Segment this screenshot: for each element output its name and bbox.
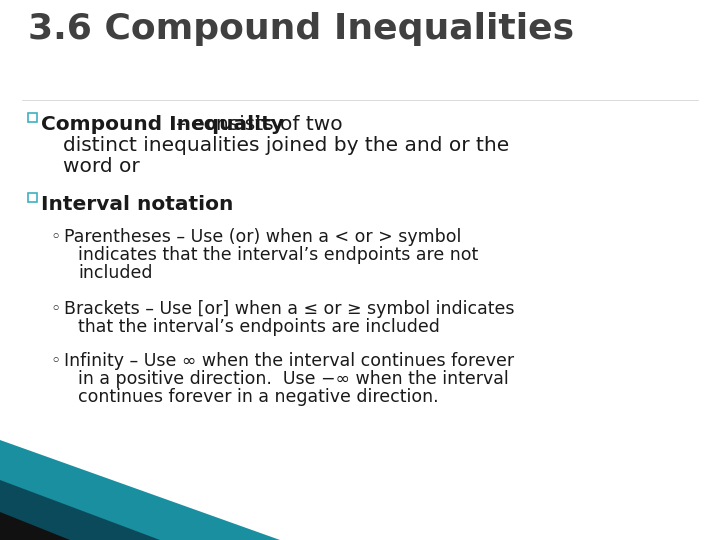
Text: Compound Inequality: Compound Inequality — [41, 115, 284, 134]
Bar — [28, 113, 37, 122]
Text: – consists of two: – consists of two — [176, 115, 343, 134]
Text: indicates that the interval’s endpoints are not: indicates that the interval’s endpoints … — [78, 246, 478, 264]
Text: Brackets – Use [or] when a ≤ or ≥ symbol indicates: Brackets – Use [or] when a ≤ or ≥ symbol… — [64, 300, 515, 318]
Polygon shape — [0, 512, 70, 540]
Text: continues forever in a negative direction.: continues forever in a negative directio… — [78, 388, 438, 406]
Text: distinct inequalities joined by the and or the: distinct inequalities joined by the and … — [63, 136, 509, 155]
Polygon shape — [0, 480, 160, 540]
Text: ◦: ◦ — [50, 300, 60, 318]
Polygon shape — [0, 440, 280, 540]
Text: 3.6 Compound Inequalities: 3.6 Compound Inequalities — [28, 12, 574, 46]
Text: ◦: ◦ — [50, 228, 60, 246]
Text: that the interval’s endpoints are included: that the interval’s endpoints are includ… — [78, 318, 440, 336]
Text: in a positive direction.  Use −∞ when the interval: in a positive direction. Use −∞ when the… — [78, 370, 509, 388]
Text: Infinity – Use ∞ when the interval continues forever: Infinity – Use ∞ when the interval conti… — [64, 352, 514, 370]
Bar — [28, 193, 37, 202]
Text: Parentheses – Use (or) when a < or > symbol: Parentheses – Use (or) when a < or > sym… — [64, 228, 462, 246]
Text: word or: word or — [63, 157, 140, 176]
Text: ◦: ◦ — [50, 352, 60, 370]
Text: Interval notation: Interval notation — [41, 195, 233, 214]
Text: included: included — [78, 264, 153, 282]
